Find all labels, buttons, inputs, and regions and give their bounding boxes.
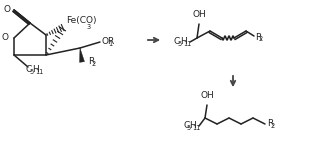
Polygon shape	[80, 48, 84, 62]
Text: 1: 1	[109, 41, 113, 47]
Text: OH: OH	[192, 10, 206, 19]
Text: H: H	[32, 65, 39, 75]
Text: O: O	[3, 6, 10, 14]
Text: 5: 5	[29, 69, 34, 75]
Text: 2: 2	[258, 36, 263, 42]
Text: OH: OH	[200, 91, 214, 100]
Text: H: H	[189, 122, 196, 130]
Text: C: C	[183, 122, 189, 130]
Text: H: H	[180, 38, 187, 47]
Text: R: R	[267, 120, 273, 128]
Text: R: R	[88, 57, 94, 67]
Text: 3: 3	[86, 24, 90, 30]
Text: 5: 5	[178, 41, 182, 47]
Text: C: C	[174, 38, 180, 47]
Text: C: C	[26, 65, 32, 75]
Text: Fe(CO): Fe(CO)	[66, 16, 96, 25]
Text: R: R	[255, 32, 261, 41]
Text: 5: 5	[186, 125, 191, 131]
Text: 2: 2	[270, 123, 275, 129]
Text: O: O	[2, 34, 9, 43]
Text: OR: OR	[102, 38, 115, 47]
Text: 2: 2	[91, 61, 96, 67]
Text: 11: 11	[183, 41, 191, 47]
Text: 11: 11	[35, 69, 44, 75]
Text: 11: 11	[192, 125, 201, 131]
